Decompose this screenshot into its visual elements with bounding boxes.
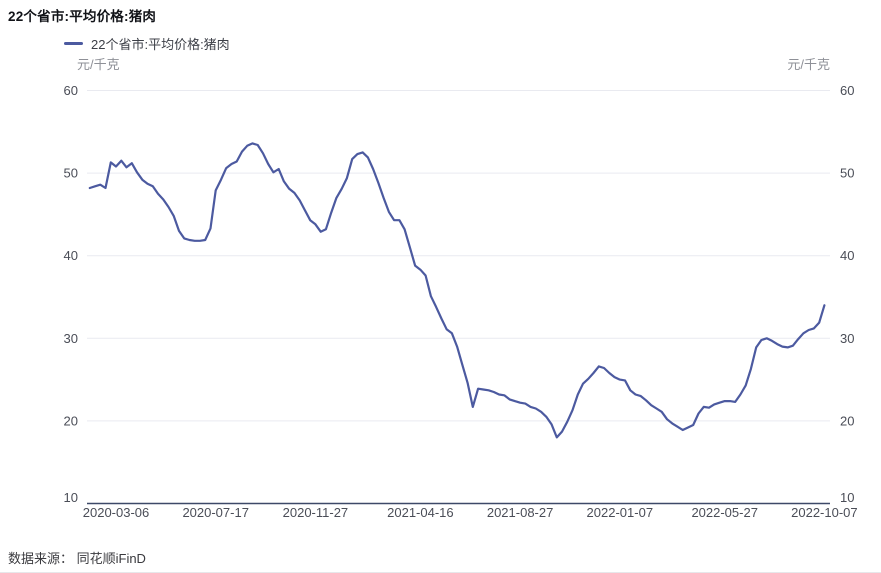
svg-text:30: 30 <box>64 331 78 346</box>
svg-text:20: 20 <box>840 413 854 428</box>
svg-text:2020-07-17: 2020-07-17 <box>182 505 249 520</box>
y-axis-unit-left: 元/千克 <box>77 57 120 72</box>
svg-text:50: 50 <box>840 166 854 181</box>
svg-text:2022-05-27: 2022-05-27 <box>691 505 758 520</box>
svg-text:20: 20 <box>64 413 78 428</box>
svg-text:2020-11-27: 2020-11-27 <box>283 505 349 520</box>
svg-text:2021-08-27: 2021-08-27 <box>487 505 554 520</box>
svg-text:10: 10 <box>840 490 854 505</box>
svg-text:2022-10-07: 2022-10-07 <box>791 505 858 520</box>
svg-text:60: 60 <box>840 83 854 98</box>
chart-legend[interactable]: 22个省市:平均价格:猪肉 <box>64 34 230 53</box>
legend-label: 22个省市:平均价格:猪肉 <box>91 37 230 52</box>
y-axis-labels-right: 10 20 30 40 50 60 <box>840 83 854 505</box>
svg-text:50: 50 <box>64 166 78 181</box>
y-axis-unit-right: 元/千克 <box>787 57 830 72</box>
price-line <box>88 142 826 439</box>
x-axis-labels: 2020-03-06 2020-07-17 2020-11-27 2021-04-16… <box>83 505 858 520</box>
svg-text:60: 60 <box>64 83 78 98</box>
y-axis-labels-left: 10 20 30 40 50 60 <box>64 83 78 505</box>
svg-text:10: 10 <box>64 490 78 505</box>
svg-text:2022-01-07: 2022-01-07 <box>587 505 654 520</box>
svg-text:40: 40 <box>840 248 854 263</box>
svg-text:2021-04-16: 2021-04-16 <box>387 505 454 520</box>
svg-text:40: 40 <box>64 248 78 263</box>
svg-text:2020-03-06: 2020-03-06 <box>83 505 150 520</box>
gridlines <box>87 90 830 422</box>
page-title: 22个省市:平均价格:猪肉 <box>8 9 157 24</box>
data-source-note: 数据来源： 同花顺iFinD <box>8 551 146 566</box>
legend-line-swatch-icon <box>64 42 83 45</box>
svg-text:30: 30 <box>840 331 854 346</box>
